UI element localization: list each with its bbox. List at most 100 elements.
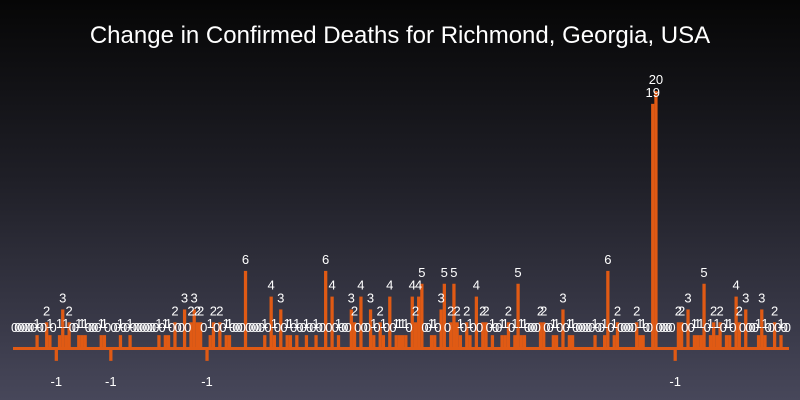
value-label-186: 0: [607, 320, 614, 335]
bar-157: [516, 283, 520, 348]
bar-218: [712, 322, 716, 348]
value-label-118: 0: [389, 320, 396, 335]
value-label-26: 0: [94, 320, 101, 335]
bar-199: [651, 103, 655, 348]
bar-99: [330, 296, 334, 348]
value-label-227: 0: [739, 320, 746, 335]
value-label-70: 0: [235, 320, 242, 335]
value-label-83: 3: [277, 290, 284, 305]
value-label-175: 0: [572, 320, 579, 335]
value-label-170: 0: [556, 320, 563, 335]
value-label-209: 0: [681, 320, 688, 335]
value-label-106: 2: [351, 303, 358, 318]
bar-86: [288, 335, 293, 348]
value-label-196: 1: [639, 316, 646, 331]
value-label-53: 3: [181, 290, 188, 305]
bar-36: [128, 335, 132, 348]
bar-156: [513, 335, 517, 348]
bar-141: [465, 322, 469, 348]
value-label-15: 3: [59, 290, 66, 305]
bar-210: [686, 309, 690, 348]
bar-131: [433, 335, 437, 348]
value-label-99: 4: [328, 278, 335, 293]
value-label-198: 0: [646, 320, 653, 335]
value-label-228: 3: [742, 290, 749, 305]
value-label-75: 0: [251, 320, 258, 335]
value-label-179: 0: [585, 320, 592, 335]
value-label-8: 0: [37, 320, 44, 335]
value-label-168: 1: [550, 316, 557, 331]
value-label-174: 1: [569, 316, 576, 331]
value-label-60: -1: [201, 374, 213, 389]
value-label-135: 0: [444, 320, 451, 335]
value-label-52: 0: [178, 320, 185, 335]
value-label-164: 2: [537, 303, 544, 318]
bar-137: [452, 283, 456, 348]
bar-62: [211, 322, 216, 348]
value-label-126: 4: [415, 278, 422, 293]
value-label-202: 0: [659, 320, 666, 335]
value-label-102: 0: [338, 320, 345, 335]
bar-48: [166, 335, 171, 348]
value-label-46: 0: [158, 320, 165, 335]
bar-195: [638, 335, 642, 348]
value-label-155: 0: [508, 320, 515, 335]
value-label-93: 0: [309, 320, 316, 335]
value-label-233: 3: [758, 290, 765, 305]
bar-101: [336, 335, 341, 348]
value-label-171: 3: [559, 290, 566, 305]
value-label-71: 0: [239, 320, 246, 335]
value-label-192: 0: [627, 320, 634, 335]
value-label-11: 1: [46, 316, 53, 331]
bar-207: [676, 322, 681, 348]
value-label-212: 1: [691, 316, 698, 331]
value-label-0: 0: [11, 320, 18, 335]
value-label-119: 1: [393, 316, 400, 331]
value-label-74: 0: [248, 320, 255, 335]
value-label-136: 2: [447, 303, 454, 318]
bar-58: [198, 322, 203, 348]
bar-237: [772, 322, 777, 348]
value-label-221: 0: [720, 320, 727, 335]
value-label-4: 0: [24, 320, 31, 335]
value-label-176: 0: [575, 320, 582, 335]
value-label-121: 1: [399, 316, 406, 331]
value-label-142: 1: [466, 316, 473, 331]
value-label-91: 1: [303, 316, 310, 331]
bar-174: [570, 335, 575, 348]
bar-127: [420, 283, 424, 348]
bar-146: [481, 322, 485, 348]
value-label-61: 1: [207, 316, 214, 331]
bar-124: [410, 296, 414, 348]
bar-184: [603, 335, 607, 348]
value-label-191: 0: [623, 320, 630, 335]
value-label-30: -1: [105, 374, 117, 389]
bar-97: [324, 270, 328, 348]
value-label-78: 1: [261, 316, 268, 331]
value-label-158: 1: [518, 316, 525, 331]
value-label-80: 4: [268, 278, 275, 293]
value-label-138: 2: [454, 303, 461, 318]
value-label-87: 0: [290, 320, 297, 335]
bar-138: [455, 322, 459, 348]
value-label-153: 1: [502, 316, 509, 331]
value-label-240: 0: [781, 320, 788, 335]
value-label-125: 2: [412, 303, 419, 318]
bar-149: [490, 335, 495, 348]
bar-212: [692, 335, 697, 348]
value-label-173: 1: [566, 316, 573, 331]
value-label-1: 0: [14, 320, 21, 335]
bar-111: [368, 309, 373, 348]
value-label-89: 0: [296, 320, 303, 335]
value-label-131: 1: [431, 316, 438, 331]
value-label-27: 1: [98, 316, 105, 331]
value-label-111: 3: [367, 290, 374, 305]
value-label-65: 0: [219, 320, 226, 335]
value-label-217: 1: [707, 316, 714, 331]
bar-215: [702, 283, 706, 348]
bar-17: [67, 322, 71, 348]
bars-layer: [13, 91, 789, 361]
value-label-6: 0: [30, 320, 37, 335]
value-label-59: 0: [200, 320, 207, 335]
